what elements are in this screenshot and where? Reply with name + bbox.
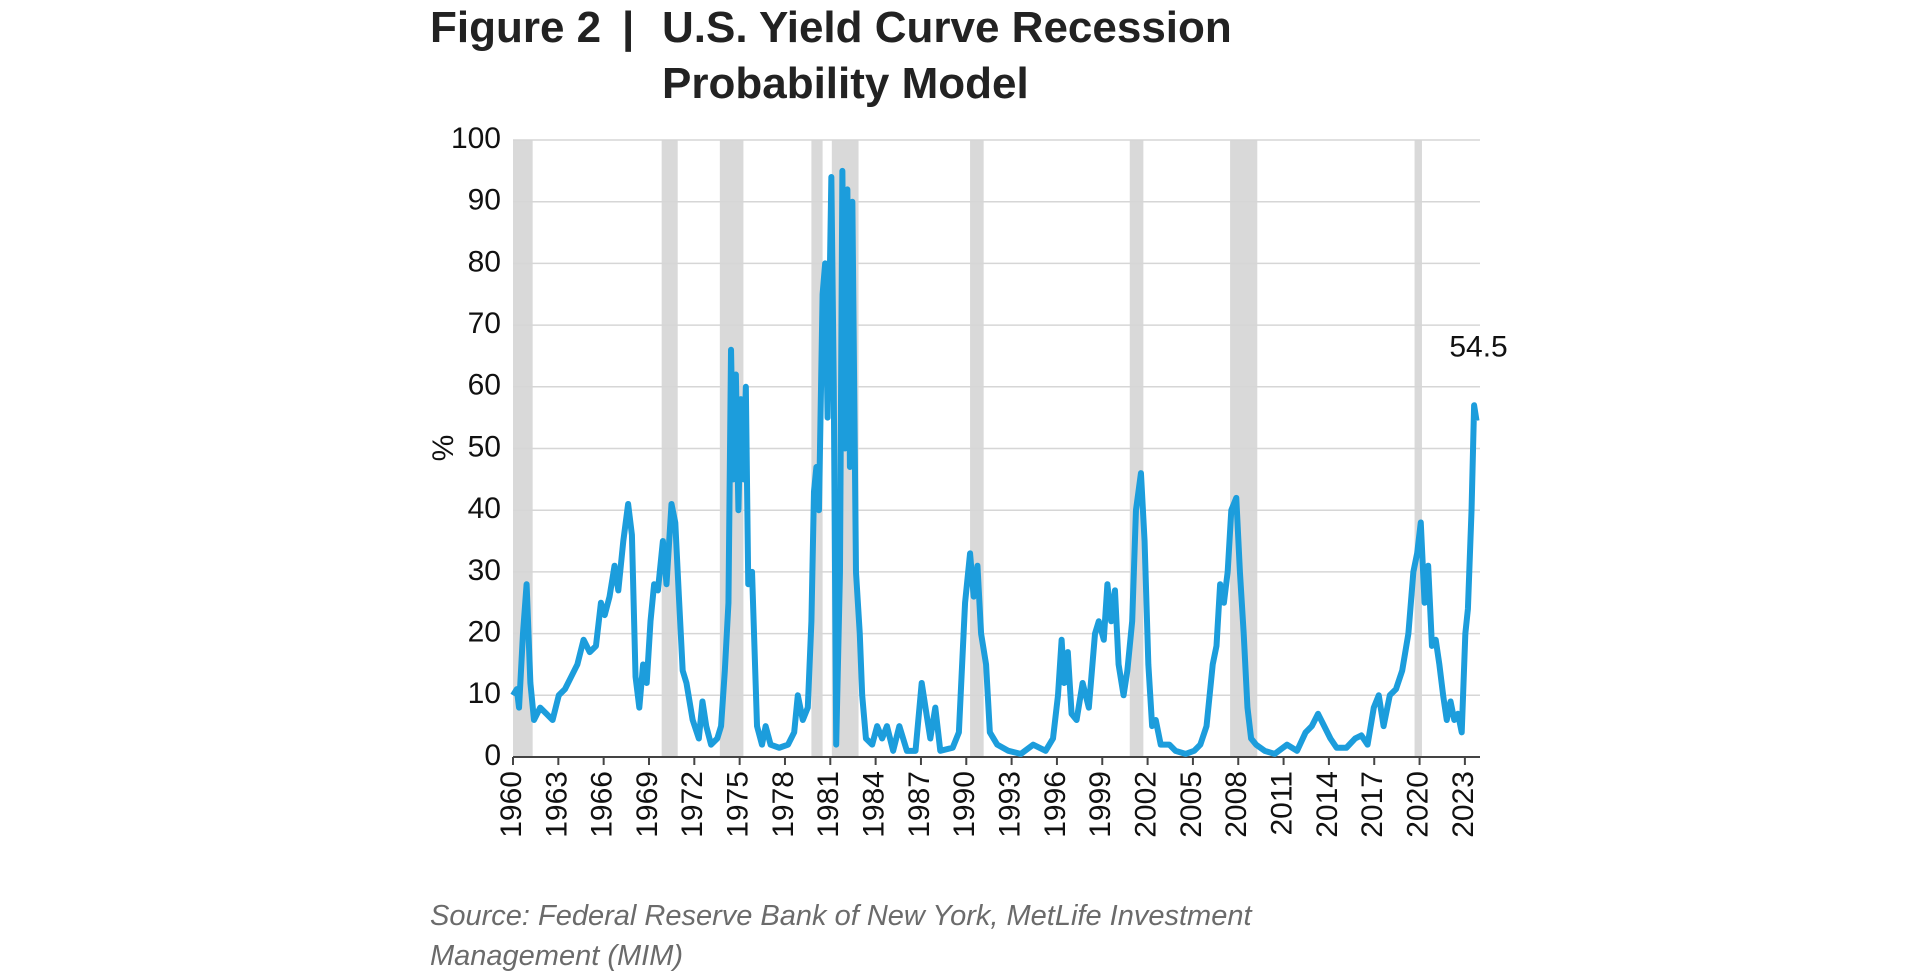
probability-line <box>510 167 1480 757</box>
y-tick-label: 10 <box>468 677 501 710</box>
y-tick-label: 80 <box>468 245 501 278</box>
chart: % 0 10 20 30 40 50 60 70 80 90 100 1960 1963 1966 1969… <box>427 122 1508 838</box>
last-value-label: 54.5 <box>1449 331 1507 364</box>
x-tick-label: 2002 <box>1130 771 1163 838</box>
x-tick-label: 1990 <box>948 771 981 838</box>
x-tick-label: 1972 <box>676 771 709 838</box>
y-axis-label: % <box>427 435 460 462</box>
x-tick-label: 1975 <box>722 771 755 838</box>
title-separator: | <box>622 3 635 52</box>
x-tick-label: 1984 <box>858 771 891 838</box>
y-tick-label: 90 <box>468 184 501 217</box>
x-tick-label: 2023 <box>1447 771 1480 838</box>
x-tick-label: 1996 <box>1039 771 1072 838</box>
x-tick-label: 2020 <box>1401 771 1434 838</box>
x-tick-label: 1963 <box>540 771 573 838</box>
x-tick-label: 2017 <box>1356 771 1389 838</box>
x-tick-label: 1969 <box>631 771 664 838</box>
x-tick-label: 2011 <box>1266 771 1299 836</box>
x-tick-label: 1966 <box>586 771 619 838</box>
y-tick-label: 0 <box>484 739 501 772</box>
y-tick-label: 50 <box>468 430 501 463</box>
x-tick-label: 1999 <box>1084 771 1117 838</box>
x-tick-label: 1987 <box>903 771 936 838</box>
figure-label: Figure 2 <box>430 3 602 52</box>
chart-title: U.S. Yield Curve Recession Probability M… <box>662 3 1232 108</box>
y-tick-label: 60 <box>468 369 501 402</box>
x-tick-label: 2005 <box>1175 771 1208 838</box>
y-tick-label: 30 <box>468 554 501 587</box>
y-tick-label: 20 <box>468 616 501 649</box>
x-tick-label: 1981 <box>812 771 845 838</box>
x-tick-label: 1960 <box>495 771 528 838</box>
source-note: Source: Federal Reserve Bank of New York… <box>430 900 1252 972</box>
y-tick-label: 70 <box>468 307 501 340</box>
x-tick-label: 2008 <box>1220 771 1253 838</box>
y-tick-label: 40 <box>468 492 501 525</box>
x-tick-label: 1978 <box>767 771 800 838</box>
x-tick-label: 1993 <box>994 771 1027 838</box>
x-tick-label: 2014 <box>1311 771 1344 838</box>
y-tick-label: 100 <box>451 122 501 155</box>
